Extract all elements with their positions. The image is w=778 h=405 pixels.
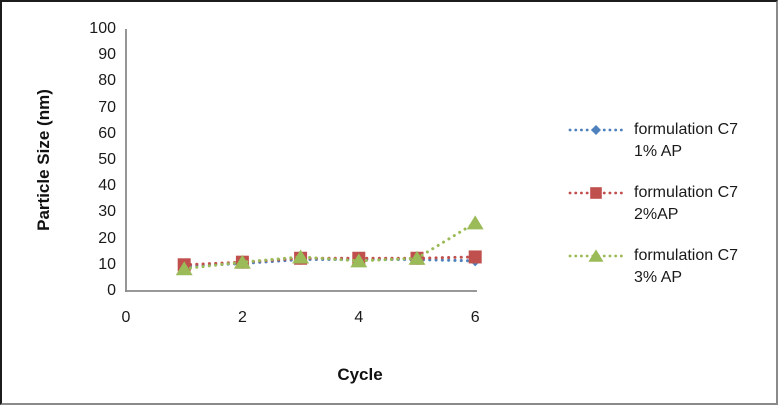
x-tick-label: 0 (121, 309, 131, 326)
y-tick-label: 60 (98, 124, 116, 142)
chart-legend: formulation C7 1% AP formulation C7 2%AP for… (568, 119, 738, 308)
y-tick-label: 80 (98, 72, 116, 90)
y-tick-label: 90 (98, 46, 116, 64)
legend-item: formulation C7 1% AP (568, 119, 738, 163)
triangle-marker-icon (408, 250, 426, 265)
x-axis-title: Cycle (337, 365, 383, 384)
triangle-marker-icon (175, 261, 193, 276)
square-marker-icon (590, 187, 602, 199)
square-legend-marker-icon (568, 187, 625, 199)
triangle-marker-icon (466, 215, 484, 230)
legend-item: formulation C7 2%AP (568, 182, 738, 226)
legend-label-line: formulation C7 (634, 184, 739, 201)
y-tick-label: 40 (98, 177, 116, 195)
triangle-legend-marker-icon (568, 249, 625, 262)
x-tick-label: 4 (354, 309, 364, 326)
diamond-marker-icon (591, 125, 601, 135)
legend-label: formulation C7 1% AP (634, 119, 738, 163)
y-tick-label: 10 (98, 255, 116, 273)
series-line (182, 221, 477, 271)
y-tick-label: 100 (89, 20, 116, 37)
y-tick-label: 20 (98, 229, 116, 247)
y-tick-label: 70 (98, 98, 116, 116)
legend-label-line: 1% AP (634, 143, 683, 160)
y-tick-label: 30 (98, 203, 116, 221)
diamond-legend-marker-icon (568, 125, 625, 135)
triangle-marker-icon (588, 249, 604, 262)
x-tick-label: 6 (470, 309, 480, 326)
square-marker-icon (468, 250, 482, 264)
x-tick-label: 2 (237, 309, 247, 326)
triangle-marker-icon (292, 249, 310, 264)
legend-label-line: formulation C7 (634, 121, 739, 138)
triangle-marker-icon (350, 253, 368, 268)
triangle-marker-icon (233, 254, 251, 269)
legend-label-line: formulation C7 (634, 247, 739, 264)
legend-label: formulation C7 2%AP (634, 182, 738, 226)
legend-label-line: 2%AP (634, 206, 679, 223)
legend-label: formulation C7 3% AP (634, 245, 738, 289)
legend-item: formulation C7 3% AP (568, 245, 738, 289)
y-tick-label: 0 (107, 282, 116, 299)
y-tick-label: 50 (98, 151, 116, 168)
legend-label-line: 3% AP (634, 269, 683, 286)
